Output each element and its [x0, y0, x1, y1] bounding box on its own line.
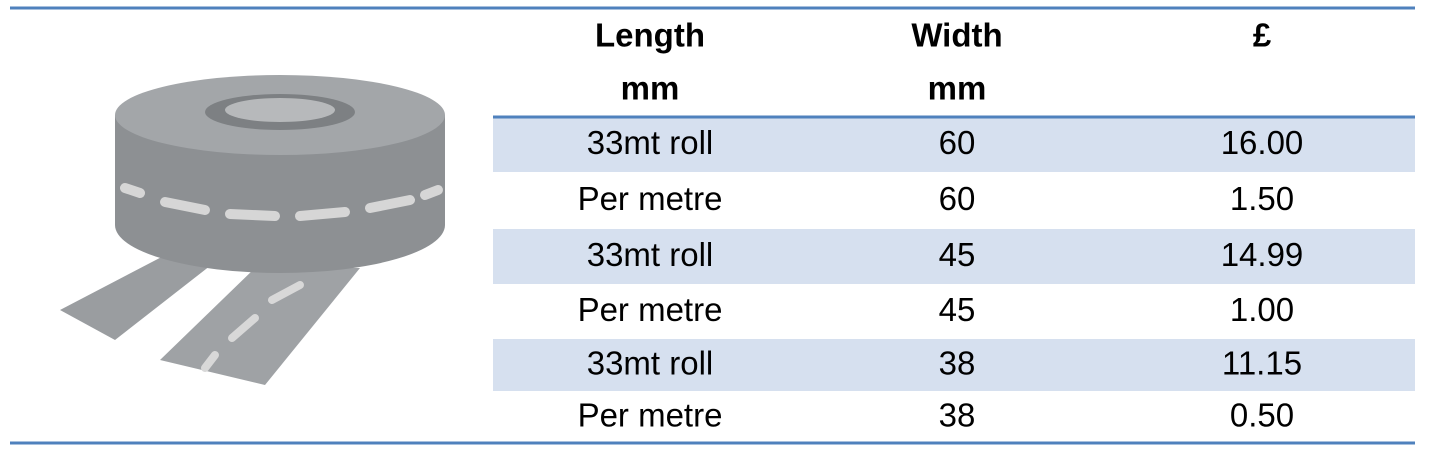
cell: 14.99	[1221, 236, 1304, 273]
cell: Per metre	[578, 397, 723, 434]
column-header: £	[1253, 17, 1272, 54]
column-header: mm	[928, 70, 987, 107]
cell: 45	[939, 236, 976, 273]
column-header: mm	[621, 70, 680, 107]
cell: Per metre	[578, 291, 723, 328]
cell: 1.00	[1230, 291, 1294, 328]
cell: 33mt roll	[587, 345, 714, 382]
cell: 60	[939, 124, 976, 161]
cell: 33mt roll	[587, 124, 714, 161]
cell: 16.00	[1221, 124, 1304, 161]
row-shade	[493, 339, 1415, 391]
cell: 38	[939, 397, 976, 434]
column-header: Width	[911, 17, 1002, 54]
cell: 11.15	[1222, 345, 1302, 382]
cell: 33mt roll	[587, 236, 714, 273]
cell: 45	[939, 291, 976, 328]
row-shade	[493, 229, 1415, 284]
tape-roll-image	[60, 75, 445, 385]
cell: 60	[939, 180, 976, 217]
cell: Per metre	[578, 180, 723, 217]
cell: 38	[939, 345, 976, 382]
cell: 0.50	[1230, 397, 1294, 434]
row-shade	[493, 117, 1415, 172]
cell: 1.50	[1230, 180, 1294, 217]
price-table: Length mm Width mm £33mt roll 60 16.00 Per metr…	[493, 17, 1415, 434]
column-header: Length	[595, 17, 705, 54]
